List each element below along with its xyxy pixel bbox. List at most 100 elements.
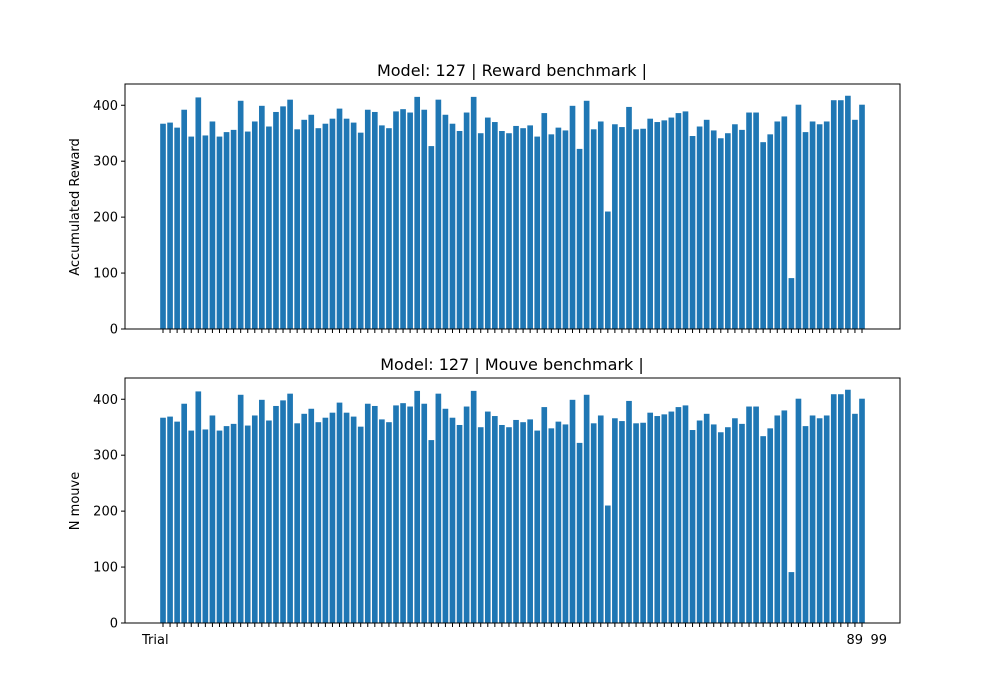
reward-bar xyxy=(774,121,781,329)
mouve-bar xyxy=(520,422,526,623)
mouve-bar xyxy=(795,398,802,623)
x-tick-label-start: Trial xyxy=(141,633,169,648)
mouve-bar xyxy=(386,422,392,623)
mouve-bar xyxy=(174,421,180,623)
mouve-bar xyxy=(343,412,350,623)
reward-bar xyxy=(421,109,428,329)
mouve-bar xyxy=(852,413,858,623)
reward-bar xyxy=(668,117,675,329)
mouve-bar xyxy=(266,420,272,623)
reward-bar xyxy=(244,131,251,329)
reward-bar xyxy=(555,127,562,329)
reward-bar xyxy=(202,135,209,329)
reward-bar xyxy=(357,132,364,329)
reward-bar xyxy=(294,129,300,329)
mouve-bar xyxy=(209,415,216,623)
mouve-bar xyxy=(555,421,562,623)
reward-bar xyxy=(802,132,809,329)
reward-bar xyxy=(386,128,392,329)
reward-bar xyxy=(760,142,766,329)
reward-y-tick-label: 100 xyxy=(93,267,118,282)
mouve-bar xyxy=(336,402,343,623)
mouve-y-axis-ticks: 0 100 200 300 400 xyxy=(93,393,125,632)
mouve-bar xyxy=(604,505,611,623)
reward-bar xyxy=(788,278,795,329)
reward-subplot: Model: 127 | Reward benchmark | 0 100 200 3… xyxy=(68,61,901,338)
mouve-bar xyxy=(767,428,774,623)
mouve-bar xyxy=(739,423,745,623)
mouve-bar xyxy=(280,400,286,623)
reward-bar xyxy=(414,96,421,330)
mouve-bar xyxy=(188,430,195,623)
reward-bar xyxy=(710,130,717,329)
reward-plot-frame xyxy=(124,83,901,330)
mouve-bar xyxy=(435,393,442,623)
mouve-y-tick-label: 400 xyxy=(93,393,118,408)
reward-bar xyxy=(682,111,689,329)
mouve-bar xyxy=(590,423,597,623)
reward-bar xyxy=(675,113,682,329)
reward-bar xyxy=(520,128,526,329)
mouve-y-axis-label: N mouve xyxy=(68,472,83,530)
reward-bar xyxy=(259,105,265,329)
mouve-bar xyxy=(216,430,223,623)
mouve-bar xyxy=(774,415,781,623)
mouve-bar xyxy=(371,405,378,623)
reward-bar xyxy=(484,117,491,329)
mouve-bar xyxy=(654,416,661,623)
reward-x-axis-ticks xyxy=(162,329,863,333)
mouve-bar xyxy=(400,403,406,623)
mouve-y-tick-label: 0 xyxy=(110,617,118,632)
mouve-bar xyxy=(308,408,315,623)
reward-bars xyxy=(160,95,865,330)
mouve-bar xyxy=(675,407,682,623)
mouve-bar xyxy=(287,393,293,623)
reward-bar xyxy=(371,111,378,329)
reward-y-axis-ticks: 0 100 200 300 400 xyxy=(93,99,125,338)
reward-bar xyxy=(548,134,555,329)
mouve-bar xyxy=(859,398,865,623)
reward-bar xyxy=(647,118,654,330)
mouve-bar xyxy=(301,413,308,623)
mouve-bar xyxy=(259,399,265,623)
reward-bar xyxy=(195,97,202,329)
mouve-chart-title: Model: 127 | Mouve benchmark | xyxy=(380,355,644,374)
mouve-bar xyxy=(315,422,322,623)
mouve-bars xyxy=(160,389,865,623)
mouve-bar xyxy=(845,389,851,623)
reward-bar xyxy=(816,124,823,330)
reward-bar xyxy=(315,128,322,329)
reward-bar xyxy=(809,121,816,329)
reward-bar xyxy=(506,133,512,329)
reward-bar xyxy=(689,136,696,329)
mouve-bar xyxy=(732,418,738,623)
mouve-bar xyxy=(350,416,357,623)
mouve-subplot: Model: 127 | Mouve benchmark | 0 100 200 30… xyxy=(68,355,901,648)
reward-bar xyxy=(463,112,470,329)
reward-bar xyxy=(308,114,315,329)
reward-bar xyxy=(654,122,661,329)
mouve-bar xyxy=(329,412,336,623)
reward-bar xyxy=(477,133,484,329)
reward-bar xyxy=(830,100,837,329)
reward-bar xyxy=(160,123,166,330)
reward-bar xyxy=(364,109,371,329)
mouve-bar xyxy=(442,408,449,623)
mouve-bar xyxy=(541,407,548,623)
mouve-bar xyxy=(195,391,202,623)
mouve-bar xyxy=(393,405,399,623)
mouve-bar xyxy=(470,390,477,623)
mouve-bar xyxy=(661,414,668,623)
reward-bar xyxy=(273,111,279,329)
reward-bar xyxy=(322,123,329,330)
mouve-bar xyxy=(781,410,788,623)
mouve-bar xyxy=(689,430,696,623)
reward-bar xyxy=(746,112,752,329)
reward-bar xyxy=(781,116,788,329)
reward-bar xyxy=(237,100,244,329)
reward-bar xyxy=(181,109,188,329)
reward-bar xyxy=(569,105,576,329)
reward-bar xyxy=(852,119,858,329)
mouve-bar xyxy=(407,406,413,623)
